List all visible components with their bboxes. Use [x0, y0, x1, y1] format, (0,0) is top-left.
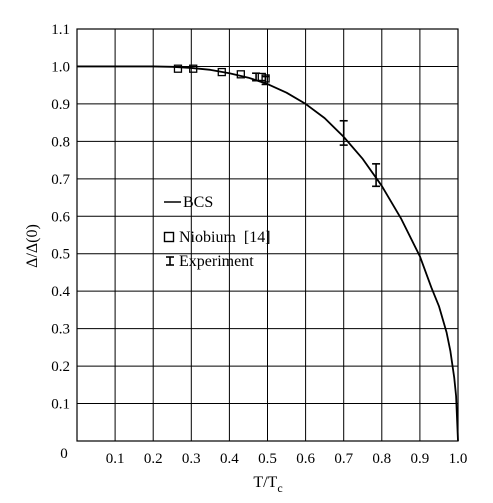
niobium-marker [217, 67, 226, 77]
experiment-errorbar [261, 75, 270, 86]
legend-niobium-swatch [163, 231, 175, 243]
experiment-errorbar [252, 72, 261, 82]
legend: BCS Niobium [14] Experiment [163, 194, 271, 270]
x-axis-title-main: T/T [253, 474, 277, 491]
x-tick-label: 1.0 [449, 451, 468, 467]
legend-bcs-label: BCS [183, 194, 213, 211]
y-tick-label: 0.2 [51, 359, 70, 375]
x-tick-label: 0.3 [182, 451, 201, 467]
y-tick-label: 0.5 [51, 247, 70, 263]
plot-border [76, 28, 459, 442]
bcs-line [77, 65, 459, 442]
x-tick-label: 0.4 [220, 451, 239, 467]
niobium-marker [236, 70, 245, 79]
experiment-errorbar [372, 163, 381, 188]
experiment-errorbar [339, 119, 348, 146]
x-tick-label: 0.9 [411, 451, 430, 467]
y-tick-label: 0.8 [51, 134, 70, 150]
y-tick-labels: 0.1 0.2 0.3 0.4 0.5 0.6 0.7 0.8 0.9 1.0 1.1 [51, 22, 70, 413]
y-tick-label: 0.1 [51, 397, 70, 413]
niobium-series [173, 64, 270, 83]
legend-niobium-label: Niobium [14] [179, 229, 271, 246]
x-tick-label: 0.6 [296, 451, 315, 467]
x-tick-labels: 0.1 0.2 0.3 0.4 0.5 0.6 0.7 0.8 0.9 1.0 [106, 451, 468, 467]
y-tick-label: 1.0 [51, 59, 70, 75]
x-axis-title: T/Tc [253, 474, 282, 495]
x-axis-title-sub: c [277, 481, 282, 495]
niobium-marker [173, 64, 183, 73]
y-tick-label: 0.6 [51, 209, 70, 225]
legend-experiment-swatch [166, 256, 174, 266]
y-tick-label: 0.3 [51, 322, 70, 338]
x-tick-label: 0.1 [106, 451, 125, 467]
origin-label: 0 [60, 446, 68, 462]
niobium-marker [189, 64, 198, 73]
x-tick-label: 0.2 [144, 451, 163, 467]
experiment-series [252, 72, 381, 188]
legend-experiment-label: Experiment [179, 253, 254, 270]
y-tick-label: 0.4 [51, 284, 70, 300]
bcs-series [77, 65, 459, 442]
y-tick-label: 0.7 [51, 172, 70, 188]
grid [77, 28, 459, 441]
y-axis-title: Δ/Δ(0) [24, 224, 41, 268]
plot-frame [76, 28, 459, 442]
y-tick-label: 1.1 [51, 22, 70, 38]
x-tick-label: 0.5 [258, 451, 277, 467]
y-tick-label: 0.9 [51, 97, 70, 113]
x-tick-label: 0.7 [334, 451, 353, 467]
x-tick-label: 0.8 [372, 451, 391, 467]
